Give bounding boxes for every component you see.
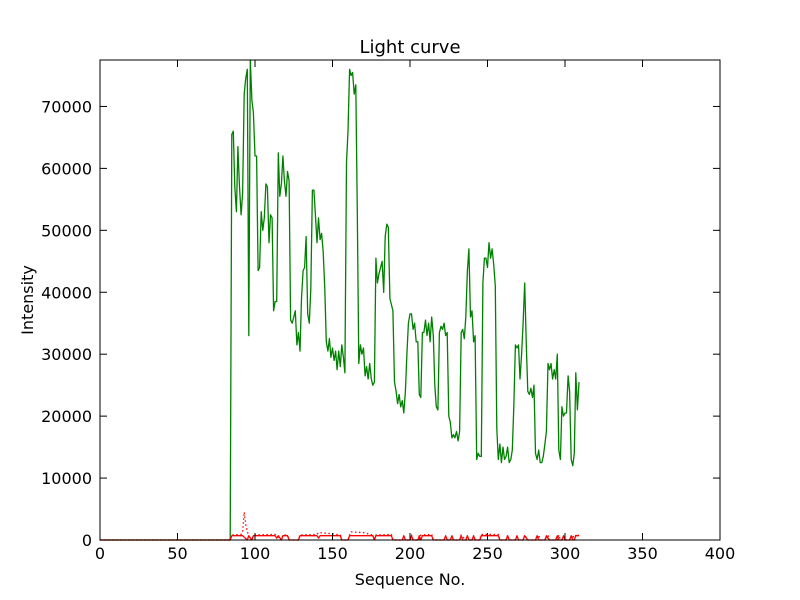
x-tick-label: 250: [472, 544, 503, 563]
y-axis-label: Intensity: [18, 265, 37, 335]
x-axis-label: Sequence No.: [355, 570, 466, 589]
y-tick-label: 60000: [41, 159, 92, 178]
y-tick-label: 40000: [41, 283, 92, 302]
x-tick-label: 200: [395, 544, 426, 563]
x-tick-label: 400: [705, 544, 736, 563]
y-tick-label: 70000: [41, 97, 92, 116]
x-tick-label: 300: [550, 544, 581, 563]
x-tick-label: 350: [627, 544, 658, 563]
y-tick-label: 50000: [41, 221, 92, 240]
x-tick-label: 100: [240, 544, 271, 563]
series-line-1: [100, 59, 580, 541]
chart-title: Light curve: [359, 37, 460, 58]
y-tick-label: 10000: [41, 469, 92, 488]
x-axis-ticks: 0 50 100 150 200 250 300 350 400: [95, 60, 735, 563]
y-tick-label: 0: [82, 531, 92, 550]
x-tick-label: 150: [317, 544, 348, 563]
y-tick-label: 30000: [41, 345, 92, 364]
y-tick-label: 20000: [41, 407, 92, 426]
x-tick-label: 0: [95, 544, 105, 563]
x-tick-label: 50: [167, 544, 187, 563]
y-axis-ticks: 0 10000 20000 30000 40000 50000 60000 70000: [41, 97, 720, 550]
